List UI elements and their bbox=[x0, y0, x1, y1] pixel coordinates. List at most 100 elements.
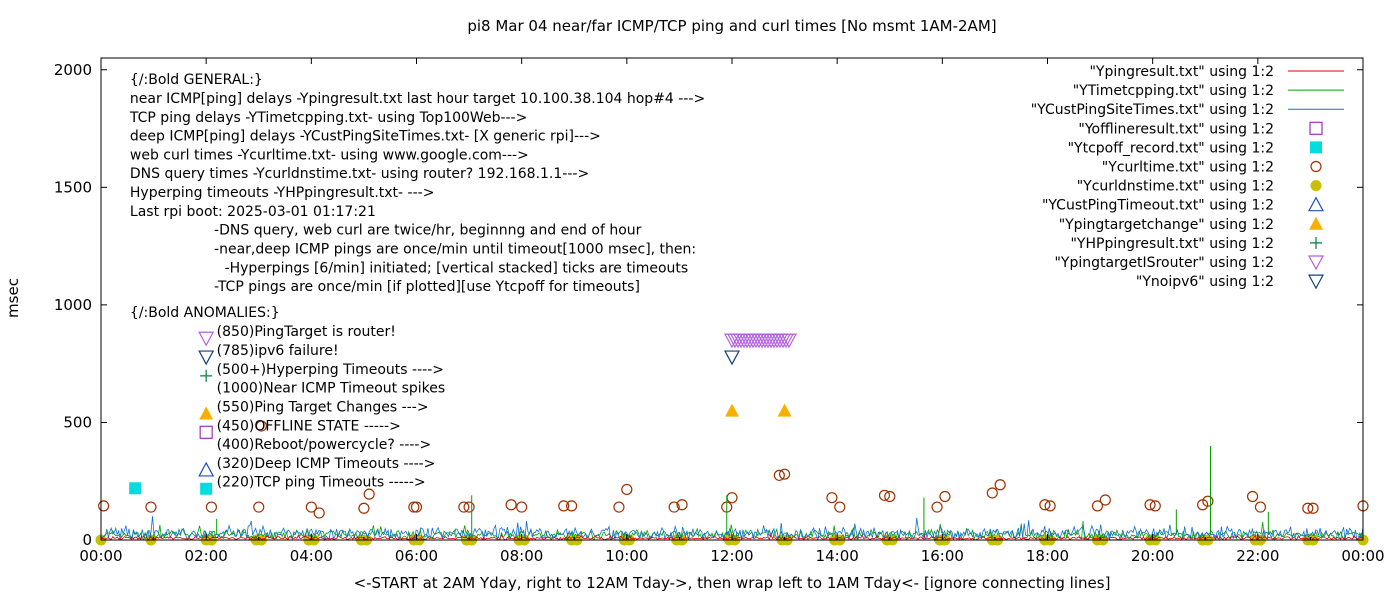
annotation: {/:Bold ANOMALIES:} bbox=[130, 305, 280, 321]
annotation: {/:Bold GENERAL:} bbox=[130, 72, 263, 88]
annotation-marker bbox=[198, 350, 215, 366]
legend-marker bbox=[1307, 274, 1325, 290]
y-axis-label: msec bbox=[4, 278, 22, 318]
series-point bbox=[1044, 500, 1056, 512]
annotation: (785)ipv6 failure! bbox=[217, 343, 339, 359]
series-point bbox=[931, 501, 943, 513]
series-point bbox=[313, 507, 325, 519]
series-point bbox=[613, 501, 625, 513]
series-point bbox=[1246, 490, 1259, 503]
y-tick-label: 0 bbox=[82, 531, 92, 549]
legend-label: "Ynoipv6" using 1:2 bbox=[1136, 274, 1274, 290]
legend-label: "YCustPingSiteTimes.txt" using 1:2 bbox=[1031, 102, 1274, 118]
series-point bbox=[1307, 502, 1319, 514]
legend-label: "YHPpingresult.txt" using 1:2 bbox=[1070, 236, 1274, 252]
y-tick-label: 1500 bbox=[54, 178, 92, 196]
series-point bbox=[1099, 494, 1111, 506]
series-point bbox=[516, 501, 528, 513]
annotation: -near,deep ICMP pings are once/min until… bbox=[214, 241, 696, 257]
legend: "Ypingresult.txt" using 1:2 "YTimetcpping… bbox=[1031, 64, 1344, 290]
series-point bbox=[1302, 502, 1314, 514]
series-point bbox=[780, 333, 798, 349]
annotation: Hyperping timeouts -YHPpingresult.txt- -… bbox=[130, 185, 435, 201]
series-point bbox=[566, 500, 578, 512]
series-point bbox=[1254, 501, 1267, 513]
series-point bbox=[725, 403, 739, 417]
x-tick-label: 02:00 bbox=[185, 547, 228, 565]
legend-marker bbox=[1307, 255, 1325, 271]
annotation-marker bbox=[200, 482, 213, 495]
y-tick-label: 1000 bbox=[54, 296, 92, 314]
series-point bbox=[255, 420, 267, 432]
series-point bbox=[505, 499, 517, 511]
series-point bbox=[986, 487, 998, 499]
series-point bbox=[1202, 495, 1214, 507]
series-point bbox=[458, 501, 470, 513]
x-tick-label: 08:00 bbox=[500, 547, 543, 565]
annotation: TCP ping delays -YTimetcpping.txt- using… bbox=[129, 110, 527, 126]
y-tick-label: 500 bbox=[63, 413, 92, 431]
x-tick-label: 20:00 bbox=[1131, 547, 1174, 565]
series-point bbox=[773, 469, 785, 481]
series-point bbox=[253, 501, 265, 513]
x-tick-label: 04:00 bbox=[290, 547, 333, 565]
legend-marker bbox=[1310, 236, 1322, 249]
series-group bbox=[129, 482, 142, 495]
x-tick-label: 00:00 bbox=[1341, 547, 1384, 565]
series-group bbox=[98, 420, 1369, 519]
annotation-layer: {/:Bold GENERAL:} near ICMP[ping] delays … bbox=[129, 72, 705, 495]
legend-label: "Ypingresult.txt" using 1:2 bbox=[1089, 64, 1274, 80]
x-tick-label: 06:00 bbox=[395, 547, 438, 565]
series-point bbox=[408, 501, 420, 513]
legend-label: "YCustPingTimeout.txt" using 1:2 bbox=[1042, 198, 1274, 214]
series-point bbox=[621, 483, 633, 496]
annotation-marker bbox=[198, 461, 215, 477]
series-point bbox=[363, 488, 375, 500]
series-point bbox=[726, 492, 738, 504]
annotation: (400)Reboot/powercycle? ----> bbox=[217, 437, 432, 453]
series-point bbox=[1091, 500, 1104, 512]
series-point bbox=[410, 501, 423, 513]
series-point bbox=[826, 492, 838, 504]
annotation: near ICMP[ping] delays -Ypingresult.txt … bbox=[130, 91, 705, 107]
series-point bbox=[305, 501, 317, 513]
annotation: (550)Ping Target Changes ---> bbox=[217, 399, 429, 415]
legend-marker bbox=[1307, 196, 1325, 212]
series-point bbox=[145, 501, 157, 513]
series-group bbox=[723, 350, 741, 366]
tick-layer: 00:00 02:00 04:00 06:00 08:00 10:00 12:00 14:00… bbox=[54, 58, 1385, 565]
series-point bbox=[676, 499, 688, 511]
series-point bbox=[723, 350, 741, 366]
x-tick-label: 12:00 bbox=[710, 547, 753, 565]
annotation: (320)Deep ICMP Timeouts ----> bbox=[217, 456, 436, 472]
annotation-marker bbox=[199, 406, 214, 420]
series-point bbox=[778, 468, 791, 480]
series-point bbox=[884, 490, 896, 503]
annotation: DNS query times -Ycurldnstime.txt- using… bbox=[130, 166, 589, 182]
series-group bbox=[725, 403, 792, 417]
annotation: web curl times -Ycurltime.txt- using www… bbox=[130, 147, 529, 163]
annotation: (450)OFFLINE STATE -----> bbox=[217, 418, 401, 434]
series-point bbox=[777, 403, 792, 417]
x-tick-label: 18:00 bbox=[1026, 547, 1069, 565]
legend-label: "YTimetcpping.txt" using 1:2 bbox=[1073, 83, 1274, 99]
series-point bbox=[558, 500, 570, 512]
series-point bbox=[129, 482, 142, 495]
series-point bbox=[994, 479, 1006, 491]
series-point bbox=[668, 501, 680, 513]
y-tick-label: 2000 bbox=[54, 61, 92, 79]
series-point bbox=[939, 490, 951, 503]
plot-frame bbox=[100, 57, 1364, 541]
annotation: (1000)Near ICMP Timeout spikes bbox=[217, 381, 446, 397]
series-point bbox=[834, 501, 846, 513]
annotation-marker bbox=[200, 369, 213, 382]
legend-label: "Ycurltime.txt" using 1:2 bbox=[1102, 160, 1274, 176]
series-group bbox=[723, 333, 798, 349]
series-point bbox=[463, 501, 475, 513]
annotation-marker bbox=[199, 425, 213, 439]
legend-label: "Ycurldnstime.txt" using 1:2 bbox=[1077, 179, 1274, 195]
chart-title: pi8 Mar 04 near/far ICMP/TCP ping and cu… bbox=[467, 17, 996, 35]
x-tick-label: 00:00 bbox=[79, 547, 122, 565]
legend-marker bbox=[1309, 216, 1323, 230]
